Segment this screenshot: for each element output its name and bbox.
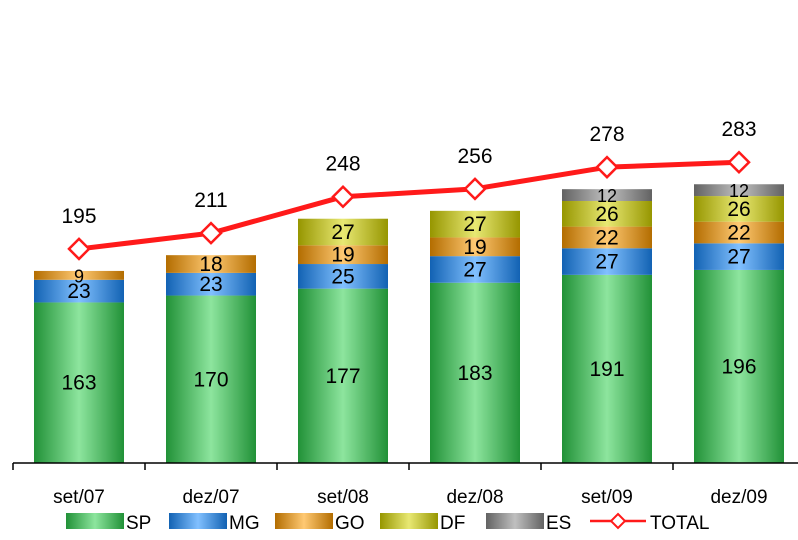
legend-label-go: GO [335, 513, 365, 534]
segment-label-mg-6: 27 [727, 246, 750, 269]
bar-segment-mg-4 [430, 256, 520, 283]
total-marker-1 [67, 237, 91, 261]
x-tick-label: set/07 [53, 487, 105, 508]
total-marker-3 [331, 184, 355, 209]
total-line-layer: 195 211 248 256 278 283 [61, 118, 757, 261]
bar-segment-sp-3 [298, 288, 388, 463]
segment-label-mg-2: 23 [199, 273, 222, 296]
segment-label-go-3: 19 [331, 244, 354, 267]
bar-segment-go-2 [166, 255, 256, 273]
bar-segment-go-5 [562, 226, 652, 249]
total-label-1: 195 [61, 205, 96, 228]
segment-label-go-2: 18 [199, 253, 222, 276]
bar-segment-go-6 [694, 221, 784, 244]
bars-layer [34, 184, 784, 463]
legend: SP MG GO DF ES TOTAL [66, 512, 709, 534]
segment-label-mg-5: 27 [595, 251, 618, 274]
x-tick-label: dez/09 [710, 487, 767, 508]
bar-segment-df-5 [562, 200, 652, 227]
legend-swatch-go [275, 513, 333, 529]
x-tick-label: dez/08 [446, 487, 503, 508]
segment-label-sp-1: 163 [61, 372, 96, 395]
bar-segment-df-6 [694, 196, 784, 222]
segment-label-mg-1: 23 [67, 280, 90, 303]
bar-segment-mg-1 [34, 279, 124, 303]
bar-segment-sp-6 [694, 269, 784, 463]
bar-segment-mg-2 [166, 272, 256, 296]
segment-label-df-3: 27 [331, 221, 354, 244]
bar-segment-go-3 [298, 245, 388, 265]
segment-label-es-6: 12 [729, 181, 749, 201]
legend-label-mg: MG [229, 513, 260, 534]
segment-label-mg-3: 25 [331, 265, 354, 288]
bar-segment-df-3 [298, 218, 388, 246]
legend-swatch-mg [169, 513, 227, 529]
bar-segment-df-4 [430, 210, 520, 238]
bar-segment-sp-5 [562, 274, 652, 463]
total-label-6: 283 [721, 118, 756, 141]
segment-label-es-5: 12 [597, 186, 617, 206]
total-marker-4 [463, 177, 487, 201]
segment-labels-layer: 1632391702318177251927183271927191272226… [61, 181, 756, 395]
bar-segment-sp-1 [34, 302, 124, 463]
segment-label-df-5: 26 [595, 203, 618, 226]
total-label-3: 248 [325, 153, 360, 176]
legend-label-total: TOTAL [650, 513, 709, 534]
legend-label-es: ES [546, 513, 571, 534]
x-tick-label: set/08 [317, 487, 369, 508]
bar-segment-mg-5 [562, 248, 652, 275]
legend-marker-total [609, 512, 627, 530]
x-tick-label: set/09 [581, 487, 633, 508]
total-label-5: 278 [589, 123, 624, 146]
segment-label-mg-4: 27 [463, 258, 486, 281]
legend-swatch-df [380, 513, 438, 529]
legend-label-df: DF [440, 513, 465, 534]
legend-label-sp: SP [126, 513, 151, 534]
bar-segment-sp-2 [166, 295, 256, 463]
bar-segment-es-5 [562, 189, 652, 201]
x-tick-label: dez/07 [182, 487, 239, 508]
segment-label-go-6: 22 [727, 222, 750, 245]
total-marker-5 [595, 155, 619, 179]
legend-swatch-es [486, 513, 544, 529]
segment-label-sp-2: 170 [193, 368, 228, 391]
segment-label-df-4: 27 [463, 213, 486, 236]
bar-segment-es-6 [694, 184, 784, 197]
bar-segment-mg-6 [694, 243, 784, 270]
segment-label-sp-4: 183 [457, 362, 492, 385]
x-axis: set/07 dez/07 set/08 dez/08 set/09 dez/09 [12, 462, 798, 508]
total-label-2: 211 [194, 189, 227, 212]
total-series-line [78, 159, 740, 252]
legend-swatch-sp [66, 513, 124, 529]
segment-label-go-1: 9 [74, 266, 84, 286]
bar-segment-go-1 [34, 270, 124, 280]
segment-label-sp-3: 177 [325, 365, 360, 388]
total-marker-2 [199, 221, 223, 245]
segment-label-df-6: 26 [727, 198, 750, 221]
total-label-4: 256 [457, 145, 492, 168]
bar-segment-go-4 [430, 237, 520, 257]
total-marker-6 [727, 150, 751, 175]
segment-label-go-4: 19 [463, 236, 486, 259]
bar-segment-mg-3 [298, 264, 388, 289]
segment-label-sp-6: 196 [721, 355, 756, 378]
segment-label-go-5: 22 [595, 226, 618, 249]
segment-label-sp-5: 191 [589, 358, 624, 381]
bar-segment-sp-4 [430, 282, 520, 463]
